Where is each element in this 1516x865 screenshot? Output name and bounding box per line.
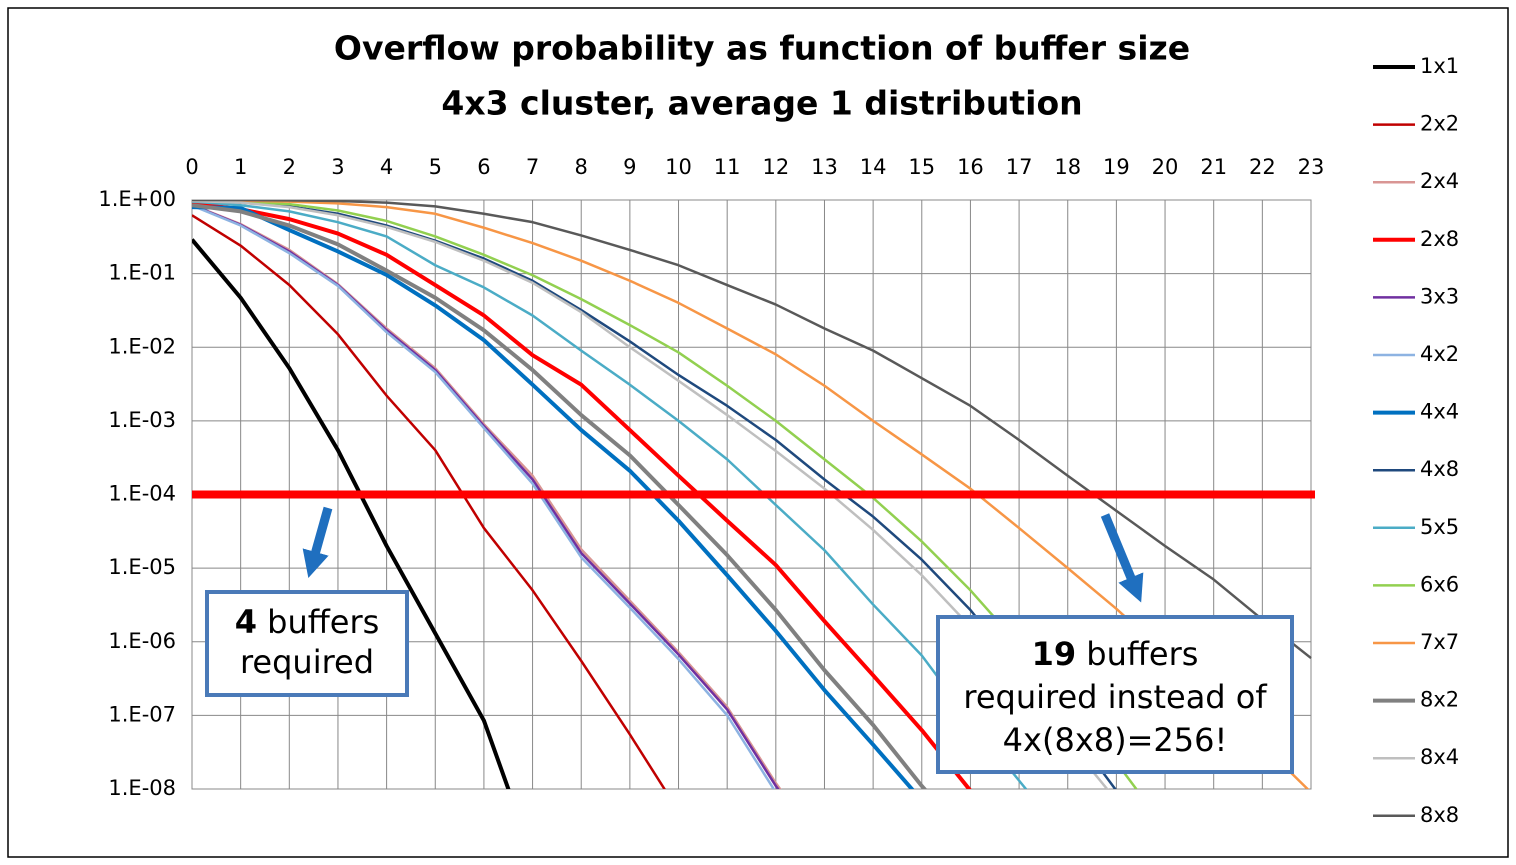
y-tick-label: 1.E-03: [108, 408, 176, 432]
x-tick-label: 12: [762, 155, 789, 179]
annotation-text: 19 buffers: [1032, 635, 1199, 673]
x-tick-label: 16: [957, 155, 984, 179]
x-tick-label: 13: [811, 155, 838, 179]
x-tick-label: 4: [380, 155, 393, 179]
annotation-box: [205, 590, 409, 697]
x-tick-label: 22: [1249, 155, 1276, 179]
series-line: [192, 204, 776, 789]
x-tick-label: 10: [665, 155, 692, 179]
x-tick-label: 8: [575, 155, 588, 179]
series-line: [192, 214, 666, 789]
legend-label: 8x4: [1420, 745, 1459, 769]
y-tick-label: 1.E-04: [108, 482, 176, 506]
series-line: [192, 205, 915, 789]
y-tick-label: 1.E-01: [108, 261, 176, 285]
x-tick-label: 20: [1152, 155, 1179, 179]
legend-label: 4x4: [1420, 400, 1459, 424]
series-line: [192, 204, 780, 789]
y-tick-label: 1.E-06: [108, 629, 176, 653]
y-tick-label: 1.E-07: [108, 702, 176, 726]
x-tick-label: 23: [1298, 155, 1325, 179]
legend-label: 5x5: [1420, 515, 1459, 539]
arrow: [1100, 513, 1144, 603]
legend-label: 2x4: [1420, 169, 1459, 193]
y-tick-label: 1.E+00: [98, 187, 176, 211]
annotation-box: [936, 615, 1294, 774]
plot-lines: [192, 200, 1312, 789]
legend-label: 1x1: [1420, 54, 1459, 78]
x-tick-label: 11: [714, 155, 741, 179]
chart-subtitle: 4x3 cluster, average 1 distribution: [441, 84, 1082, 123]
x-tick-label: 14: [860, 155, 887, 179]
y-tick-label: 1.E-05: [108, 555, 176, 579]
legend-label: 2x2: [1420, 112, 1459, 136]
arrow: [302, 506, 333, 578]
annotation-bold: 19: [1032, 635, 1077, 673]
series-line: [192, 203, 928, 789]
x-tick-label: 18: [1054, 155, 1081, 179]
annotation-text: required: [240, 643, 374, 681]
legend-label: 4x8: [1420, 457, 1459, 481]
x-tick-label: 6: [477, 155, 490, 179]
annotation-word: buffers: [267, 603, 379, 641]
legend-label: 3x3: [1420, 284, 1459, 308]
x-tick-label: 19: [1103, 155, 1130, 179]
legend-label: 8x8: [1420, 803, 1459, 827]
x-tick-label: 3: [331, 155, 344, 179]
y-tick-label: 1.E-08: [108, 776, 176, 800]
x-tick-label: 5: [429, 155, 442, 179]
legend: 1x1 2x2 2x4 2x8 3x3 4x2 4x4 4x8 5x5 6x6 7x7 8x2 8x4 8…: [1373, 54, 1459, 827]
series-line: [192, 200, 1028, 789]
annotation-word: buffers: [1086, 635, 1198, 673]
x-tick-label: 2: [283, 155, 296, 179]
annotation-bold: 4: [235, 603, 257, 641]
chart-title: Overflow probability as function of buff…: [334, 29, 1190, 68]
annotation-text: 4 buffers: [235, 603, 380, 641]
x-tick-label: 17: [1006, 155, 1033, 179]
series-line: [192, 201, 972, 789]
legend-label: 2x8: [1420, 227, 1459, 251]
annotation-text: required instead of: [963, 678, 1267, 716]
legend-label: 8x2: [1420, 688, 1459, 712]
legend-label: 4x2: [1420, 342, 1459, 366]
legend-label: 6x6: [1420, 572, 1459, 596]
x-tick-label: 7: [526, 155, 539, 179]
x-tick-label: 9: [623, 155, 636, 179]
y-tick-label: 1.E-02: [108, 334, 176, 358]
series-line: [192, 200, 1117, 789]
x-tick-label: 21: [1200, 155, 1227, 179]
x-tick-label: 1: [234, 155, 247, 179]
x-tick-label: 0: [185, 155, 198, 179]
legend-label: 7x7: [1420, 630, 1459, 654]
series-line: [192, 200, 1312, 660]
annotation-text: 4x(8x8)=256!: [1003, 721, 1228, 759]
x-tick-label: 15: [908, 155, 935, 179]
